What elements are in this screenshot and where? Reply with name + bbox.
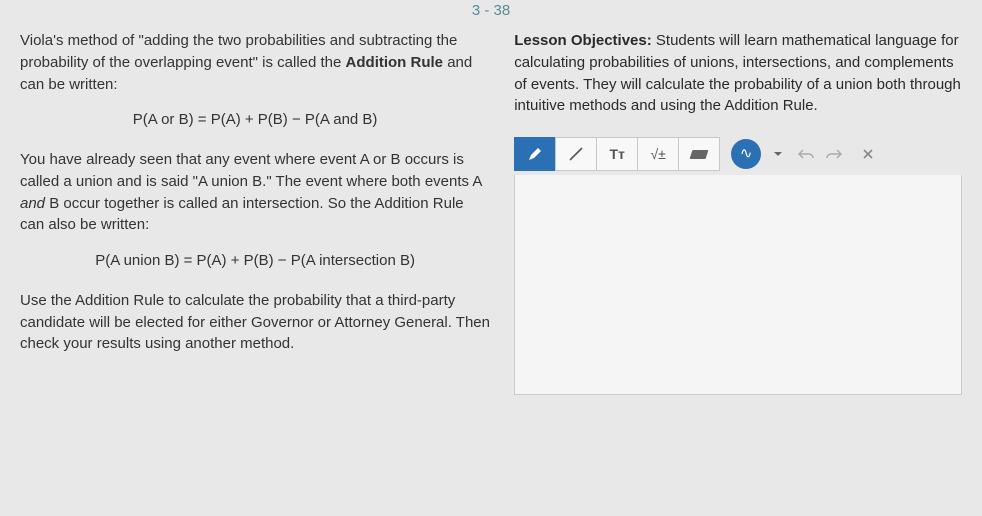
page-number: 3 - 38 [472, 2, 510, 19]
lesson-content: Viola's method of "adding the two probab… [20, 30, 490, 395]
cursive-tool-button[interactable]: ∿ [731, 139, 761, 169]
redo-icon [826, 148, 842, 160]
term-intersection: intersection [243, 195, 320, 212]
drawing-workspace[interactable] [514, 175, 962, 395]
task-paragraph: Use the Addition Rule to calculate the p… [20, 290, 490, 355]
intro-paragraph: Viola's method of "adding the two probab… [20, 30, 490, 95]
term-addition-rule: Addition Rule [346, 54, 444, 71]
text-tool-icon: Tт [609, 144, 624, 164]
pen-icon [527, 146, 543, 162]
word-and: and [20, 195, 45, 212]
line-tool-button[interactable] [555, 137, 597, 171]
pen-tool-button[interactable] [514, 137, 556, 171]
undo-button[interactable] [795, 148, 817, 160]
close-icon [862, 148, 874, 160]
undo-icon [798, 148, 814, 160]
editor-toolbar: Tт √± ∿ [514, 137, 962, 171]
objectives-column: Lesson Objectives: Students will learn m… [514, 30, 962, 395]
math-tool-icon: √± [651, 144, 666, 164]
objectives-label: Lesson Objectives: [514, 32, 656, 49]
text: B occur together is called an [45, 195, 243, 212]
redo-button[interactable] [823, 148, 845, 160]
cursive-icon: ∿ [740, 143, 753, 165]
lesson-objectives: Lesson Objectives: Students will learn m… [514, 30, 962, 117]
union-paragraph: You have already seen that any event whe… [20, 149, 490, 236]
eraser-icon [690, 150, 709, 159]
math-tool-button[interactable]: √± [637, 137, 679, 171]
text: and is said "A union B." The event where… [113, 173, 482, 190]
term-union: union [76, 173, 113, 190]
line-icon [567, 145, 585, 163]
eraser-tool-button[interactable] [678, 137, 720, 171]
text-tool-button[interactable]: Tт [596, 137, 638, 171]
close-button[interactable] [857, 148, 879, 160]
dropdown-caret[interactable] [767, 149, 789, 159]
formula-addition-rule-2: P(A union B) = P(A) + P(B) − P(A interse… [20, 250, 490, 272]
formula-addition-rule-1: P(A or B) = P(A) + P(B) − P(A and B) [20, 109, 490, 131]
chevron-down-icon [773, 149, 783, 159]
content-container: Viola's method of "adding the two probab… [0, 0, 982, 405]
